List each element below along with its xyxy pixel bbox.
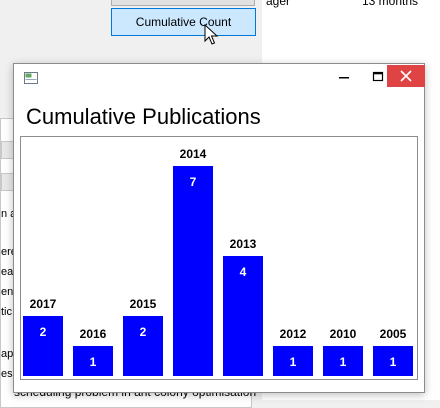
bar-2010 <box>323 346 363 376</box>
left-fragment: ere <box>1 246 17 258</box>
maximize-icon <box>372 71 384 82</box>
left-fragment: ear <box>1 266 17 278</box>
value-label-2016: 1 <box>90 355 97 369</box>
maximize-button[interactable] <box>361 64 395 90</box>
value-label-2012: 1 <box>290 355 297 369</box>
left-fragment: tic <box>1 306 12 318</box>
value-label-2015: 2 <box>140 325 147 339</box>
minimize-button[interactable] <box>327 64 361 90</box>
value-label-2014: 7 <box>190 175 197 189</box>
left-fragment: ent <box>1 286 17 298</box>
chart-window: Cumulative Publications 2017 2 2016 1 2015 2 2… <box>13 63 425 393</box>
bar-chart: 2017 2 2016 1 2015 2 2014 7 2013 4 2012 1 2010 1 2005 1 <box>23 147 413 376</box>
category-label-2015: 2015 <box>130 297 157 311</box>
category-label-2013: 2013 <box>230 237 257 251</box>
close-button[interactable] <box>387 65 425 87</box>
bar-2017 <box>23 316 63 376</box>
chart-title: Cumulative Publications <box>26 104 261 129</box>
bar-2005 <box>373 346 413 376</box>
left-fragment: n a <box>1 208 17 220</box>
category-label-2016: 2016 <box>80 327 107 341</box>
value-label-2005: 1 <box>390 355 397 369</box>
window-titlebar[interactable] <box>14 64 425 92</box>
bar-2012 <box>273 346 313 376</box>
right-panel-text-1: ager <box>266 0 291 8</box>
left-fragment: apt <box>1 348 17 360</box>
window-app-icon <box>24 72 38 84</box>
value-label-2013: 4 <box>240 265 247 279</box>
bar-2015 <box>123 316 163 376</box>
background-top-control <box>111 0 255 6</box>
mouse-cursor-icon <box>204 24 219 45</box>
minimize-icon <box>339 77 349 79</box>
bar-2016 <box>73 346 113 376</box>
plot-area: 2017 2 2016 1 2015 2 2014 7 2013 4 2012 1 2010 1 2005 1 <box>20 136 418 380</box>
close-icon <box>400 70 412 82</box>
bar-2013 <box>223 256 263 376</box>
category-label-2010: 2010 <box>330 327 357 341</box>
category-label-2017: 2017 <box>30 297 57 311</box>
category-label-2012: 2012 <box>280 327 307 341</box>
category-label-2005: 2005 <box>380 327 407 341</box>
value-label-2010: 1 <box>340 355 347 369</box>
right-panel-text-2: 13 months <box>362 0 419 8</box>
bar-2014 <box>173 166 213 376</box>
cumulative-count-button[interactable]: Cumulative Count <box>111 8 256 36</box>
value-label-2017: 2 <box>40 325 47 339</box>
category-label-2014: 2014 <box>180 147 207 161</box>
